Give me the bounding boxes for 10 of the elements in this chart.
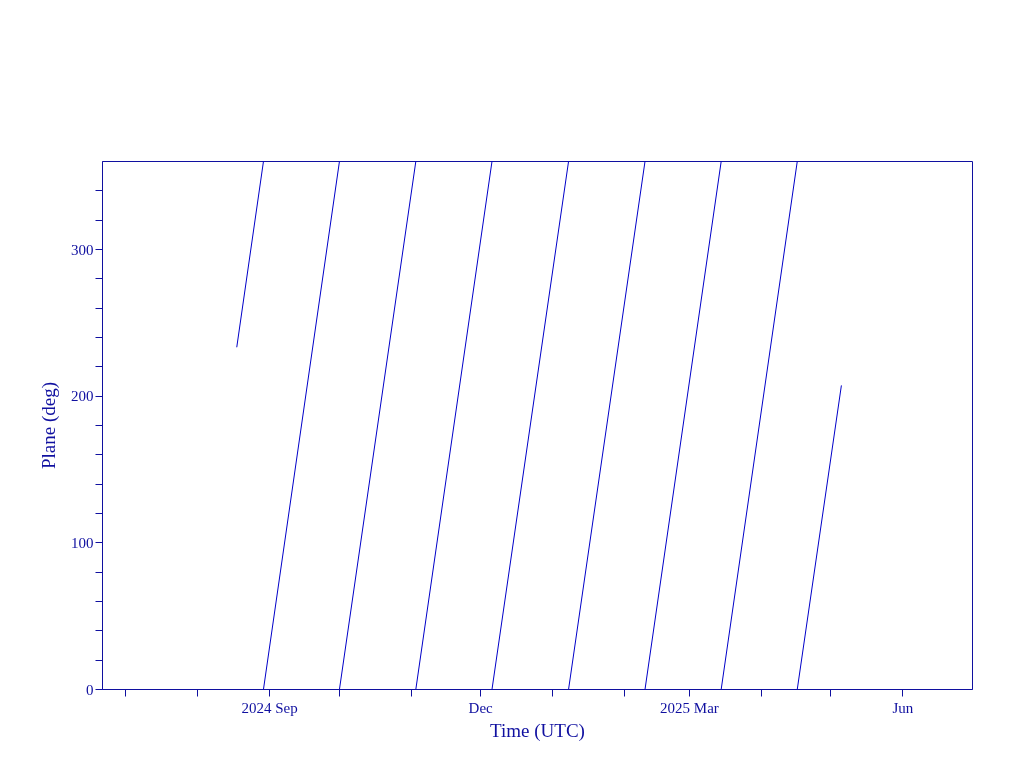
y-tick-label: 100 (71, 534, 94, 551)
y-tick-label: 200 (71, 388, 94, 405)
x-tick-label: Jun (892, 699, 914, 716)
x-axis-title: Time (UTC) (490, 719, 585, 742)
y-tick-label: 300 (71, 241, 94, 258)
y-axis-title: Plane (deg) (38, 381, 60, 470)
y-tick-label: 0 (86, 681, 94, 698)
x-tick-label: 2024 Sep (241, 699, 298, 716)
x-tick-label: 2025 Mar (660, 699, 719, 716)
x-tick-label: Dec (468, 699, 494, 716)
